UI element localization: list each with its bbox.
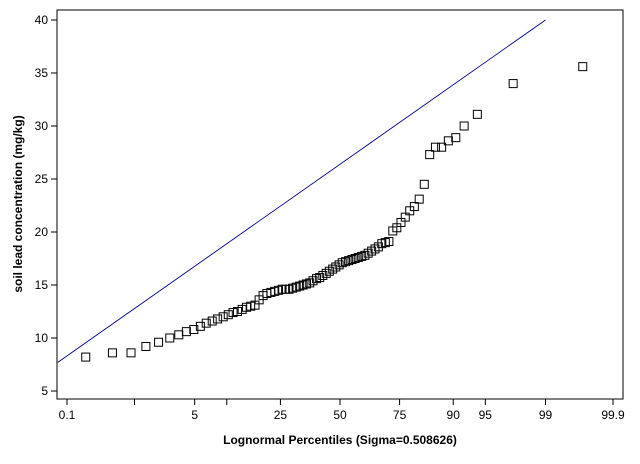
y-tick-label: 35	[35, 66, 49, 80]
data-point	[291, 282, 301, 292]
data-point	[344, 256, 354, 266]
x-tick-label: 95	[479, 408, 493, 422]
data-point	[223, 310, 233, 320]
data-point	[430, 142, 440, 152]
x-axis-ticks: 0.1 5 25 50 75 90 95 99 99.9	[59, 399, 625, 422]
data-point	[311, 274, 321, 284]
x-tick-label: 0.1	[59, 408, 76, 422]
data-point	[141, 341, 151, 351]
data-point	[201, 318, 211, 328]
data-point	[189, 325, 199, 335]
data-point	[443, 136, 453, 146]
data-point	[308, 276, 318, 286]
data-point	[334, 260, 344, 270]
data-point	[437, 142, 447, 152]
data-point	[165, 333, 175, 343]
plot-frame	[56, 9, 624, 400]
x-tick-label: 99.9	[601, 408, 625, 422]
x-tick-label: 75	[393, 408, 407, 422]
data-point	[419, 179, 429, 189]
data-point	[81, 352, 91, 362]
data-point	[298, 280, 308, 290]
data-point	[295, 281, 305, 291]
x-tick-label: 25	[274, 408, 288, 422]
data-point	[409, 202, 419, 212]
data-point	[233, 307, 243, 316]
data-point	[126, 348, 136, 358]
data-point	[347, 255, 357, 265]
data-point	[195, 321, 205, 331]
data-point	[472, 109, 482, 119]
data-point	[508, 79, 518, 89]
data-point	[341, 257, 351, 267]
data-point	[154, 337, 164, 347]
x-axis-label: Lognormal Percentiles (Sigma=0.508626)	[223, 433, 457, 447]
data-point	[207, 316, 217, 326]
x-tick-label: 90	[447, 408, 461, 422]
x-tick-label: 5	[191, 408, 198, 422]
data-point	[451, 133, 461, 143]
data-point	[337, 258, 347, 268]
data-point	[350, 254, 360, 263]
x-tick-label: 99	[539, 408, 553, 422]
y-tick-label: 25	[35, 172, 49, 186]
data-point	[425, 150, 435, 160]
data-point	[218, 312, 228, 322]
data-point	[357, 251, 367, 261]
x-tick-label: 50	[333, 408, 347, 422]
data-markers	[81, 62, 588, 362]
data-point	[414, 194, 424, 204]
data-point	[459, 121, 469, 131]
data-point	[301, 279, 311, 289]
y-axis-label: soil lead concentration (mg/kg)	[11, 115, 25, 292]
y-tick-label: 20	[35, 225, 49, 239]
data-point	[370, 244, 380, 254]
fit-line-segment	[57, 19, 546, 363]
data-point	[353, 252, 363, 262]
data-point	[174, 330, 184, 340]
data-point	[107, 348, 117, 358]
fit-line	[57, 19, 546, 363]
y-tick-label: 30	[35, 119, 49, 133]
data-point	[181, 327, 191, 337]
y-tick-label: 15	[35, 278, 49, 292]
y-tick-label: 10	[35, 331, 49, 345]
y-axis-ticks: 5 10 15 20 25 30 35 40	[35, 13, 57, 398]
data-point	[578, 62, 588, 72]
y-tick-label: 5	[41, 384, 48, 398]
data-point	[384, 237, 394, 247]
y-tick-label: 40	[35, 13, 49, 27]
data-point	[213, 314, 223, 324]
